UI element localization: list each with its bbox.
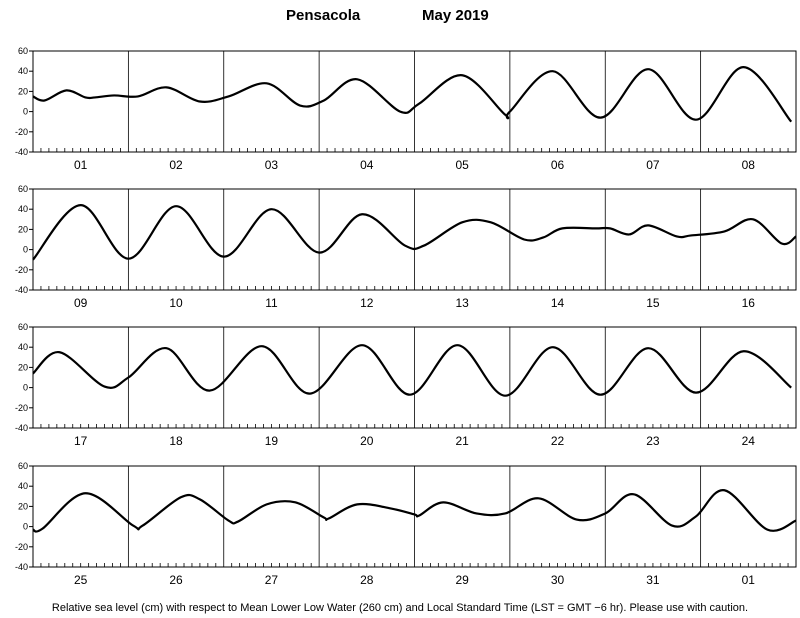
chart-title-location: Pensacola [286, 7, 361, 24]
y-tick-label: 40 [18, 66, 28, 76]
day-label: 01 [74, 158, 88, 172]
day-label: 20 [360, 434, 374, 448]
y-tick-label: -20 [15, 127, 28, 137]
y-tick-label: 0 [23, 107, 28, 117]
y-tick-label: -20 [15, 265, 28, 275]
day-label: 05 [456, 158, 470, 172]
day-label: 01 [742, 573, 756, 587]
y-tick-label: 60 [18, 322, 28, 332]
tide-curve [32, 204, 797, 261]
tide-curve [32, 344, 792, 397]
day-label: 09 [74, 296, 88, 310]
y-tick-label: -20 [15, 542, 28, 552]
day-label: 22 [551, 434, 565, 448]
day-label: 08 [742, 158, 756, 172]
panel-3: 60 40 20 0 -20 -40 17 18 19 20 21 22 23 24 [15, 322, 797, 448]
y-tick-label: 40 [18, 342, 28, 352]
day-label: 10 [169, 296, 183, 310]
y-tick-label: -20 [15, 403, 28, 413]
tide-curve [32, 489, 797, 533]
day-label: 31 [646, 573, 660, 587]
y-tick-label: 40 [18, 204, 28, 214]
y-tick-label: -40 [15, 562, 28, 572]
day-label: 14 [551, 296, 565, 310]
day-label: 17 [74, 434, 88, 448]
y-tick-label: 0 [23, 522, 28, 532]
y-tick-label: -40 [15, 147, 28, 157]
day-label: 15 [646, 296, 660, 310]
footer-note: Relative sea level (cm) with respect to … [52, 602, 748, 614]
tide-curve [32, 66, 793, 123]
day-label: 06 [551, 158, 565, 172]
y-tick-label: 40 [18, 481, 28, 491]
day-label: 11 [265, 296, 278, 310]
chart-title-period: May 2019 [422, 7, 489, 24]
day-label: 27 [265, 573, 279, 587]
day-label: 18 [169, 434, 183, 448]
day-label: 24 [742, 434, 756, 448]
y-tick-label: 20 [18, 86, 28, 96]
y-tick-label: 60 [18, 461, 28, 471]
y-tick-label: 0 [23, 383, 28, 393]
day-label: 03 [265, 158, 279, 172]
panel-4: 60 40 20 0 -20 -40 25 26 27 28 29 30 31 01 [15, 461, 797, 587]
y-tick-label: 0 [23, 245, 28, 255]
panel-1: 60 40 20 0 -20 -40 01 02 03 04 05 06 07 08 [15, 46, 797, 172]
panel-2: 60 40 20 0 -20 -40 09 10 11 12 13 14 15 16 [15, 184, 797, 310]
day-label: 02 [169, 158, 183, 172]
y-tick-label: -40 [15, 285, 28, 295]
day-label: 30 [551, 573, 565, 587]
day-label: 16 [742, 296, 756, 310]
day-label: 23 [646, 434, 660, 448]
day-label: 07 [646, 158, 660, 172]
day-label: 12 [360, 296, 374, 310]
day-label: 21 [456, 434, 470, 448]
day-label: 28 [360, 573, 374, 587]
day-label: 04 [360, 158, 374, 172]
y-tick-label: 20 [18, 224, 28, 234]
day-label: 19 [265, 434, 279, 448]
day-label: 13 [456, 296, 470, 310]
y-tick-label: 20 [18, 501, 28, 511]
y-tick-label: 20 [18, 362, 28, 372]
y-tick-label: -40 [15, 423, 28, 433]
day-label: 26 [169, 573, 183, 587]
y-tick-label: 60 [18, 46, 28, 56]
day-label: 25 [74, 573, 88, 587]
y-tick-label: 60 [18, 184, 28, 194]
day-label: 29 [456, 573, 470, 587]
chart-panels: 60 40 20 0 -20 -40 01 02 03 04 05 06 07 08 60 40 20 0 -20 -… [15, 46, 797, 587]
